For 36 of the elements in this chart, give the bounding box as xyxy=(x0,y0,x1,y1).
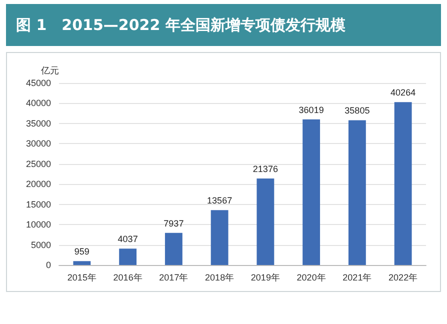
chart-title: 图 1 2015—2022 年全国新增专项债发行规模 xyxy=(6,4,441,46)
x-tick-label: 2019年 xyxy=(250,272,280,282)
data-label: 13567 xyxy=(207,196,232,206)
data-label: 36019 xyxy=(298,104,324,115)
data-label: 21376 xyxy=(252,164,278,174)
bar xyxy=(302,119,320,265)
bar xyxy=(210,210,228,265)
y-tick-label: 25000 xyxy=(26,158,51,169)
x-tick-label: 2022年 xyxy=(388,272,418,282)
x-tick-label: 2018年 xyxy=(205,272,234,282)
y-tick-label: 10000 xyxy=(26,220,51,230)
x-tick-label: 2016年 xyxy=(113,272,142,282)
bar xyxy=(164,232,182,265)
y-tick-label: 15000 xyxy=(26,199,51,210)
x-tick-label: 2020年 xyxy=(296,272,326,282)
bar xyxy=(119,248,137,265)
data-label: 7937 xyxy=(164,218,184,228)
y-tick-label: 40000 xyxy=(26,98,51,108)
x-tick-label: 2015年 xyxy=(67,272,96,282)
y-tick-label: 20000 xyxy=(26,179,51,190)
bar xyxy=(73,261,91,265)
y-tick-label: 35000 xyxy=(26,118,51,128)
data-label: 40264 xyxy=(390,88,416,98)
bar xyxy=(394,102,412,265)
data-label: 959 xyxy=(74,246,90,257)
bar xyxy=(256,178,274,265)
y-tick-label: 0 xyxy=(46,260,51,270)
data-label: 4037 xyxy=(118,234,138,244)
bar xyxy=(348,120,366,265)
x-tick-label: 2021年 xyxy=(342,272,372,282)
y-tick-label: 45000 xyxy=(26,78,51,88)
y-tick-label: 5000 xyxy=(30,240,51,250)
data-label: 35805 xyxy=(344,106,370,116)
x-tick-label: 2017年 xyxy=(159,272,188,282)
y-axis-title: 亿元 xyxy=(40,66,59,76)
y-tick-label: 30000 xyxy=(26,138,51,149)
